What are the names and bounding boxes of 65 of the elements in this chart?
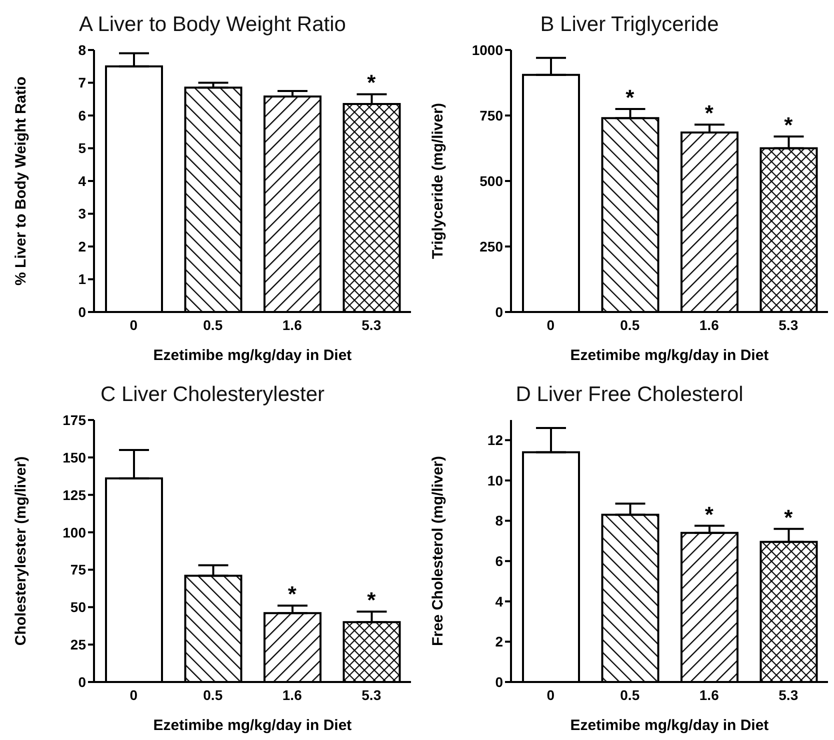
y-tick-label: 6 xyxy=(78,107,86,124)
y-tick-label: 4 xyxy=(78,172,86,189)
y-tick-label: 500 xyxy=(480,172,504,189)
y-tick-label: 8 xyxy=(495,512,504,529)
y-tick-label: 750 xyxy=(480,107,504,124)
chart-title: D Liver Free Cholesterol xyxy=(514,382,744,408)
x-axis-title: Ezetimibe mg/kg/day in Diet xyxy=(570,717,769,734)
y-tick-label: 100 xyxy=(62,524,86,540)
x-axis-title: Ezetimibe mg/kg/day in Diet xyxy=(153,717,352,734)
x-tick-label: 1.6 xyxy=(282,686,302,703)
annotation: * xyxy=(784,504,794,530)
annotation: * xyxy=(784,112,794,138)
y-tick-label: 2 xyxy=(78,238,86,254)
y-tick-label: 5 xyxy=(78,140,86,156)
chart-title: B Liver Triglyceride xyxy=(539,12,720,38)
y-tick-label: 150 xyxy=(62,449,86,466)
annotation: * xyxy=(367,588,376,613)
y-tick-label: 1000 xyxy=(472,42,504,58)
annotation: * xyxy=(367,70,376,96)
y-axis-title: Triglyceride (mg/liver) xyxy=(429,103,446,259)
y-axis-title: Cholesterylester (mg/liver) xyxy=(12,456,30,646)
x-tick-label: 5.3 xyxy=(778,686,798,703)
y-tick-label: 0 xyxy=(78,674,86,690)
x-axis-title: Ezetimibe mg/kg/day in Diet xyxy=(153,347,352,364)
annotation: * xyxy=(704,100,714,126)
y-axis-title: Free Cholesterol (mg/liver) xyxy=(429,456,446,646)
y-tick-label: 2 xyxy=(495,634,504,650)
y-tick-label: 7 xyxy=(78,74,86,91)
y-tick-label: 10 xyxy=(487,472,504,488)
y-tick-label: 3 xyxy=(78,206,86,222)
x-tick-label: 0 xyxy=(130,686,138,703)
y-tick-label: 50 xyxy=(70,599,86,616)
annotation: * xyxy=(288,582,297,607)
x-tick-label: 0 xyxy=(546,316,555,333)
y-tick-label: 1 xyxy=(78,271,86,288)
x-tick-label: 5.3 xyxy=(778,316,798,333)
x-tick-label: 0 xyxy=(546,686,555,703)
x-tick-label: 5.3 xyxy=(362,316,382,333)
y-tick-label: 0 xyxy=(78,304,86,320)
x-tick-label: 0.5 xyxy=(620,316,640,333)
x-tick-label: 1.6 xyxy=(282,316,302,333)
y-tick-label: 175 xyxy=(62,412,86,428)
chart-title: A Liver to Body Weight Ratio xyxy=(78,12,347,38)
x-tick-label: 1.6 xyxy=(699,686,720,703)
y-tick-label: 4 xyxy=(495,593,504,610)
y-tick-label: 8 xyxy=(78,42,86,58)
x-axis-title: Ezetimibe mg/kg/day in Diet xyxy=(570,347,769,364)
x-tick-label: 0 xyxy=(130,316,138,333)
y-tick-label: 125 xyxy=(62,486,86,503)
x-tick-label: 0.5 xyxy=(203,316,223,333)
x-tick-label: 0.5 xyxy=(203,686,223,703)
y-tick-label: 25 xyxy=(70,636,86,653)
y-tick-label: 250 xyxy=(480,238,504,254)
y-tick-label: 12 xyxy=(487,432,504,448)
chart-title: C Liver Cholesterylester xyxy=(99,382,326,408)
x-tick-label: 0.5 xyxy=(620,686,640,703)
annotation: * xyxy=(626,84,635,110)
x-tick-label: 5.3 xyxy=(362,686,382,703)
x-tick-label: 1.6 xyxy=(699,316,720,333)
y-tick-label: 75 xyxy=(70,562,86,578)
y-axis-title: % Liver to Body Weight Ratio xyxy=(12,76,30,286)
y-tick-label: 6 xyxy=(495,553,504,570)
annotation: * xyxy=(704,502,714,527)
y-tick-label: 0 xyxy=(495,304,504,320)
y-tick-label: 0 xyxy=(495,674,504,690)
